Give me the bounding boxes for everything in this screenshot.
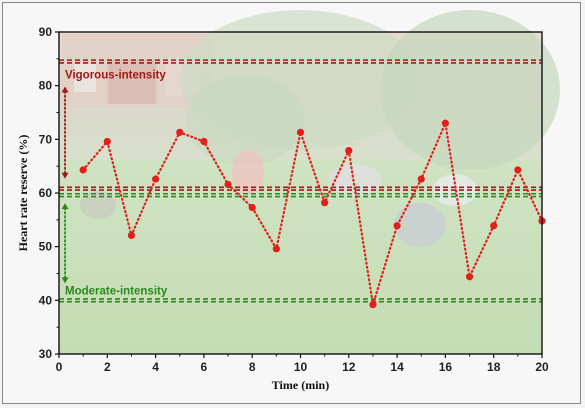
x-tick-label-16: 16 (439, 360, 453, 374)
annotation-label-0: Vigorous-intensity (65, 70, 166, 82)
annotation-arrowhead-up-1 (61, 203, 69, 210)
intensity-annotations: Vigorous-intensity Moderate-intensity (61, 70, 168, 297)
data-point-7 (224, 180, 232, 189)
x-tick-label-10: 10 (294, 360, 308, 374)
y-tick-label-40: 40 (39, 293, 53, 307)
data-point-8 (248, 203, 256, 212)
data-point-9 (272, 245, 280, 253)
data-point-2 (103, 137, 111, 146)
x-tick-label-20: 20 (535, 360, 549, 374)
data-point-15 (417, 175, 425, 183)
annotation-arrowhead-down-1 (61, 277, 69, 284)
data-point-17 (465, 273, 474, 281)
data-point-13 (369, 301, 377, 309)
y-tick-label-60: 60 (39, 186, 53, 200)
data-point-1 (79, 166, 87, 174)
axes: 0 2 4 6 8 10 12 14 16 18 20 30 40 50 60 70 80 90 Time (min… (16, 25, 549, 392)
y-tick-label-90: 90 (39, 25, 53, 39)
x-tick-label-0: 0 (56, 360, 63, 374)
series-line-0 (82, 119, 544, 305)
x-tick-label-4: 4 (152, 360, 159, 374)
data-point-4 (152, 175, 160, 183)
y-axis-label: Heart rate reserve (%) (16, 135, 30, 252)
data-point-11 (321, 199, 329, 207)
data-point-19 (514, 166, 522, 174)
x-tick-label-2: 2 (104, 360, 111, 374)
data-point-16 (441, 119, 449, 127)
annotation-arrowhead-down-0 (61, 172, 69, 179)
data-point-3 (127, 231, 136, 239)
background-photo (59, 10, 560, 354)
data-point-6 (200, 137, 208, 146)
y-tick-label-50: 50 (39, 240, 53, 254)
data-series (79, 119, 546, 309)
x-tick-label-8: 8 (249, 360, 256, 374)
x-tick-label-14: 14 (390, 360, 404, 374)
y-tick-label-80: 80 (39, 79, 53, 93)
data-point-12 (345, 147, 353, 155)
annotation-label-1: Moderate-intensity (65, 285, 168, 297)
y-tick-label-30: 30 (39, 347, 53, 361)
x-tick-label-12: 12 (342, 360, 356, 374)
x-tick-label-6: 6 (201, 360, 208, 374)
data-point-10 (296, 128, 305, 136)
x-tick-label-18: 18 (487, 360, 501, 374)
y-tick-label-70: 70 (39, 132, 53, 146)
x-axis-label: Time (min) (272, 378, 329, 392)
reference-lines (59, 59, 542, 303)
data-point-5 (176, 128, 184, 136)
annotation-arrowhead-up-0 (61, 86, 69, 93)
data-point-18 (490, 222, 498, 230)
data-point-14 (393, 222, 401, 230)
